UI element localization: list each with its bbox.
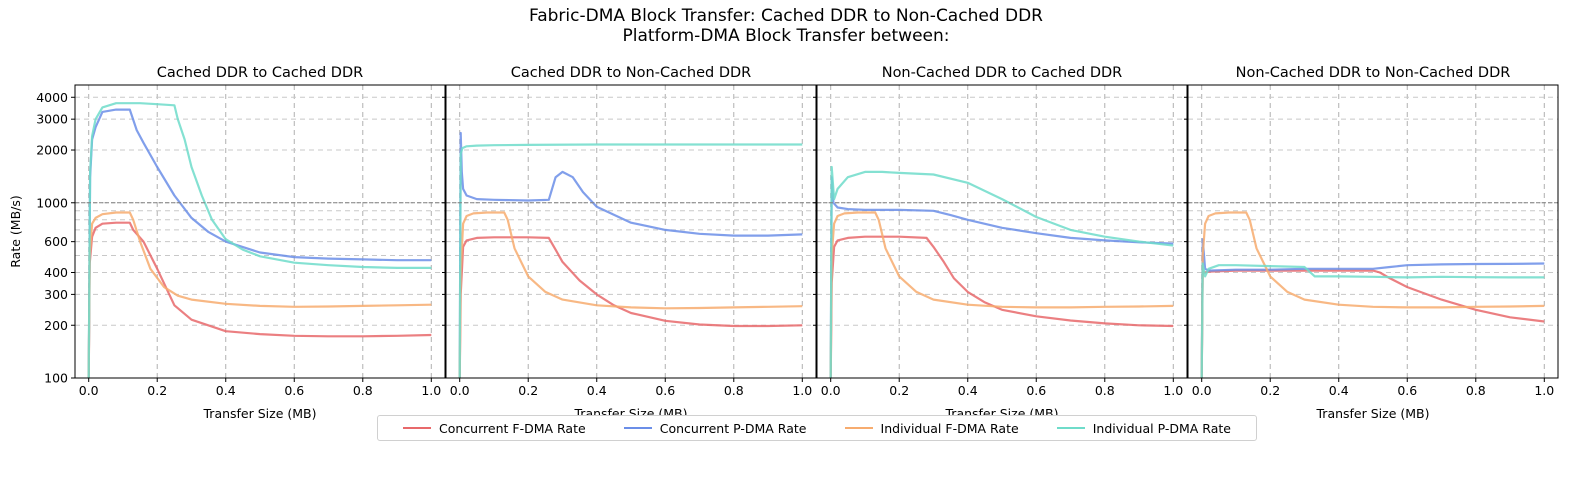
x-tick-label: 0.4 bbox=[958, 383, 978, 398]
series-line-concurrent-pdma bbox=[1200, 238, 1545, 379]
legend-item-individual-pdma: Individual P-DMA Rate bbox=[1056, 420, 1231, 436]
y-tick-label: 4000 bbox=[36, 90, 68, 105]
x-tick-label: 0.4 bbox=[1329, 383, 1349, 398]
series-line-concurrent-pdma bbox=[87, 108, 432, 379]
panel-frame bbox=[816, 84, 1188, 379]
series-line-individual-fdma bbox=[458, 211, 803, 379]
legend-label: Concurrent F-DMA Rate bbox=[439, 420, 586, 436]
y-tick-label: 300 bbox=[44, 287, 68, 302]
x-tick-label: 0.6 bbox=[284, 383, 304, 398]
legend-label: Concurrent P-DMA Rate bbox=[659, 420, 807, 436]
legend-swatch bbox=[844, 427, 873, 429]
x-tick-label: 0.2 bbox=[147, 383, 167, 398]
panel-title: Cached DDR to Non-Cached DDR bbox=[511, 65, 752, 81]
series-line-individual-pdma bbox=[87, 102, 432, 379]
x-tick-label: 0.2 bbox=[1260, 383, 1280, 398]
panel-frame bbox=[1187, 84, 1559, 379]
legend: Concurrent F-DMA Rate Concurrent P-DMA Ra… bbox=[377, 415, 1257, 441]
x-tick-label: 1.0 bbox=[792, 383, 812, 398]
x-tick-label: 0.6 bbox=[1397, 383, 1417, 398]
x-tick-label: 0.2 bbox=[889, 383, 909, 398]
x-tick-label: 0.2 bbox=[518, 383, 538, 398]
x-axis-label: Transfer Size (MB) bbox=[203, 406, 317, 421]
legend-item-concurrent-pdma: Concurrent P-DMA Rate bbox=[623, 420, 807, 436]
series-line-concurrent-fdma bbox=[458, 236, 803, 379]
series-line-concurrent-fdma bbox=[87, 221, 432, 379]
legend-swatch bbox=[403, 427, 432, 429]
legend-swatch bbox=[623, 427, 652, 429]
series-line-individual-pdma bbox=[458, 143, 803, 379]
panel-frame bbox=[74, 84, 446, 379]
series-line-individual-fdma bbox=[87, 211, 432, 379]
y-tick-label: 100 bbox=[44, 371, 68, 386]
panel-title: Cached DDR to Cached DDR bbox=[157, 65, 363, 81]
x-tick-label: 1.0 bbox=[421, 383, 441, 398]
x-tick-label: 0.4 bbox=[216, 383, 236, 398]
y-tick-label: 200 bbox=[44, 318, 68, 333]
legend-label: Individual P-DMA Rate bbox=[1092, 420, 1231, 436]
y-tick-label: 400 bbox=[44, 265, 68, 280]
x-tick-label: 1.0 bbox=[1534, 383, 1554, 398]
x-tick-label: 0.8 bbox=[353, 383, 373, 398]
panel-frame bbox=[445, 84, 817, 379]
x-tick-label: 0.8 bbox=[1466, 383, 1486, 398]
series-line-concurrent-fdma bbox=[1200, 269, 1545, 379]
series-line-individual-fdma bbox=[829, 211, 1174, 379]
y-tick-label: 2000 bbox=[36, 143, 68, 158]
legend-swatch bbox=[1056, 427, 1085, 429]
panel-4 bbox=[1184, 84, 1559, 382]
x-tick-label: 0.0 bbox=[79, 383, 99, 398]
y-axis-label: Rate (MB/s) bbox=[8, 195, 23, 267]
series-line-concurrent-pdma bbox=[829, 176, 1174, 379]
series-line-concurrent-pdma bbox=[458, 131, 803, 379]
y-tick-label: 3000 bbox=[36, 112, 68, 127]
x-tick-label: 0.0 bbox=[821, 383, 841, 398]
series-line-concurrent-fdma bbox=[829, 235, 1174, 379]
x-axis-label: Transfer Size (MB) bbox=[1316, 406, 1430, 421]
x-tick-label: 0.6 bbox=[1026, 383, 1046, 398]
y-tick-label: 600 bbox=[44, 234, 68, 249]
series-line-individual-pdma bbox=[1200, 262, 1545, 379]
legend-item-concurrent-fdma: Concurrent F-DMA Rate bbox=[403, 421, 586, 436]
x-tick-label: 1.0 bbox=[1163, 383, 1183, 398]
panel-2 bbox=[442, 84, 817, 382]
panel-title: Non-Cached DDR to Cached DDR bbox=[882, 65, 1123, 81]
x-tick-label: 0.0 bbox=[450, 383, 470, 398]
figure-title-line-2: Platform-DMA Block Transfer between: bbox=[622, 26, 950, 46]
panel-1 bbox=[71, 84, 446, 382]
y-tick-label: 1000 bbox=[36, 195, 68, 210]
x-tick-label: 0.6 bbox=[655, 383, 675, 398]
x-tick-label: 0.8 bbox=[1095, 383, 1115, 398]
series-line-individual-fdma bbox=[1200, 211, 1545, 379]
figure-title-line-1: Fabric-DMA Block Transfer: Cached DDR to… bbox=[529, 6, 1043, 26]
x-tick-label: 0.8 bbox=[724, 383, 744, 398]
figure-title: Fabric-DMA Block Transfer: Cached DDR to… bbox=[0, 6, 1572, 46]
x-tick-label: 0.4 bbox=[587, 383, 607, 398]
legend-label: Individual F-DMA Rate bbox=[880, 420, 1019, 436]
panel-3 bbox=[813, 84, 1188, 382]
legend-item-individual-fdma: Individual F-DMA Rate bbox=[844, 420, 1019, 436]
series-line-individual-pdma bbox=[829, 165, 1174, 379]
panel-title: Non-Cached DDR to Non-Cached DDR bbox=[1236, 65, 1511, 81]
x-tick-label: 0.0 bbox=[1192, 383, 1212, 398]
